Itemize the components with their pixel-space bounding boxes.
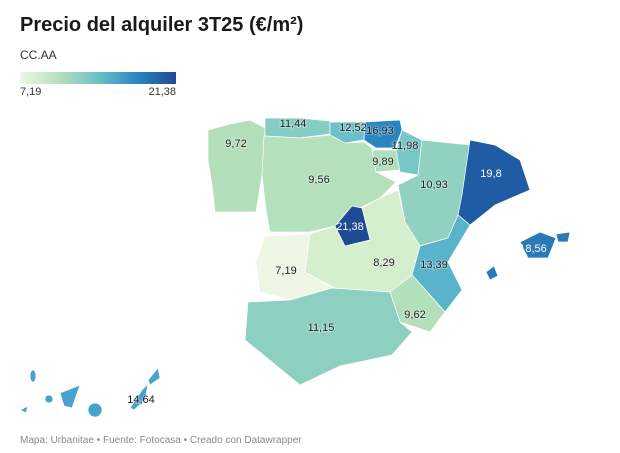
region-galicia[interactable] (207, 119, 266, 213)
region-canarias[interactable] (19, 367, 161, 418)
value-label-castilla-leon: 9,56 (308, 174, 329, 186)
chart-title: Precio del alquiler 3T25 (€/m²) (20, 14, 304, 36)
value-label-galicia: 9,72 (225, 138, 246, 150)
region-baleares[interactable] (485, 231, 571, 281)
value-label-madrid: 21,38 (336, 221, 364, 233)
region-andalucia[interactable] (244, 287, 413, 386)
chart-subtitle: CC.AA (20, 48, 57, 62)
value-label-baleares: 18,56 (519, 243, 547, 255)
value-label-canarias: 14,64 (127, 394, 155, 406)
region-cantabria[interactable] (329, 121, 366, 144)
region-madrid[interactable] (334, 205, 371, 247)
value-label-asturias: 11,44 (280, 118, 307, 130)
legend-min: 7,19 (20, 86, 42, 98)
region-cataluna[interactable] (457, 139, 531, 226)
legend-max: 21,38 (148, 86, 176, 98)
value-label-cataluna: 19,8 (480, 168, 501, 180)
color-legend: 7,19 21,38 (20, 72, 176, 98)
value-label-valencia: 13,39 (420, 259, 448, 271)
value-label-extremadura: 7,19 (275, 265, 296, 277)
value-label-castilla-la-mancha: 8,29 (373, 257, 394, 269)
value-label-andalucia: 11,15 (308, 322, 335, 334)
value-label-cantabria: 12,52 (339, 122, 367, 134)
value-label-aragon: 10,93 (420, 179, 448, 191)
legend-gradient (20, 72, 176, 84)
region-pais-vasco[interactable] (363, 119, 403, 149)
value-label-navarra: 11,98 (392, 140, 419, 152)
value-label-la-rioja: 9,89 (372, 156, 393, 168)
value-label-pais-vasco: 16,93 (366, 125, 394, 137)
region-castilla-leon[interactable] (261, 134, 397, 233)
value-label-murcia: 9,62 (404, 309, 425, 321)
footer-source: Mapa: Urbanitae • Fuente: Fotocasa • Cre… (20, 435, 302, 446)
region-navarra[interactable] (395, 129, 423, 176)
